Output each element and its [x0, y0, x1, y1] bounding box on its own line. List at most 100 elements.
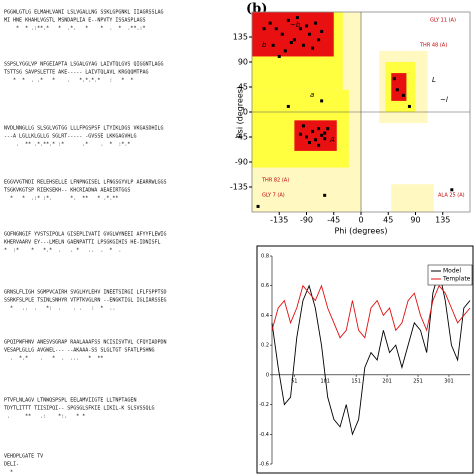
- residue-point: [311, 129, 315, 133]
- alignment-line: DELI-: [4, 462, 19, 468]
- residue-point: [305, 24, 308, 28]
- x-tick-label: 51: [291, 378, 297, 384]
- alignment-line: TSGKVKGTSP RIEKSEKH-- KHCRIADWA AEAEIRTG…: [4, 188, 130, 194]
- alignment-line: PGGWLGTLG ELMAHLVANI LSLVGALLNG SSKLGPGN…: [4, 10, 164, 16]
- alignment-line: *: [4, 470, 13, 474]
- alignment-line: * :* * *.* . . * .. . * .: [4, 248, 121, 254]
- alignment-line: SSRKFSLPLE TSINLSNHYR VTPTKVGLRN --ENGKT…: [4, 298, 167, 304]
- residue-point: [292, 38, 296, 42]
- residue-point: [280, 32, 284, 36]
- alignment-line: TSTTSG SAVPSLETTE AKE----- LAIVTQLAVL KR…: [4, 70, 149, 76]
- residue-point: [392, 77, 396, 81]
- residue-point: [274, 27, 278, 31]
- y-axis-label: Psi (degrees): [236, 86, 245, 138]
- alignment-line: SSPSLYGGLVP NFGEIAPTA LSGALGYAG LAIVTQLG…: [4, 62, 164, 68]
- y-tick-label: 135: [233, 33, 248, 42]
- residue-point: [401, 93, 405, 97]
- y-tick-label: 45: [238, 83, 248, 92]
- x-tick-label: 45: [383, 216, 393, 225]
- residue-point: [323, 137, 327, 141]
- x-tick-label: 0: [358, 216, 363, 225]
- residue-point: [308, 141, 312, 145]
- region-label: ~l: [440, 96, 448, 104]
- residue-point: [317, 38, 321, 42]
- alignment-line: . *.* . * . ... * **: [4, 356, 103, 362]
- x-tick-label: -45: [327, 216, 340, 225]
- residue-point: [314, 21, 318, 25]
- x-axis-label: Phi (degrees): [334, 227, 387, 236]
- residue-point: [317, 127, 321, 131]
- y-tick-label: 0: [266, 372, 269, 378]
- residue-annotation: THR 82 (A): [261, 178, 289, 184]
- residue-point: [320, 133, 324, 137]
- residue-point: [256, 204, 260, 208]
- residue-point: [301, 124, 305, 128]
- legend-label: Model: [443, 268, 461, 275]
- residue-point: [311, 46, 315, 50]
- residue-point: [395, 88, 399, 92]
- region-core: [252, 12, 334, 57]
- y-tick-label: -45: [235, 133, 248, 142]
- y-tick-label: -135: [230, 183, 248, 192]
- alignment-line: MI HNE KHAHLVGSTL MSNDAPLIA E--NPVTY ISS…: [4, 18, 145, 24]
- residue-point: [320, 99, 324, 103]
- alignment-line: TDYTLITTT TIISIPQI-- SPGSGLSFKIE LIKIL-K…: [4, 406, 155, 412]
- x-tick-label: 101: [320, 378, 330, 384]
- alignment-line: * * . .* * . *.*.*.* : * *: [4, 78, 133, 84]
- alignment-line: . ** .*.**.* :* .* . * :*.*: [4, 142, 130, 148]
- residue-point: [289, 41, 293, 45]
- residue-point: [317, 143, 321, 147]
- y-tick-label: 0: [243, 108, 248, 117]
- residue-point: [323, 193, 327, 197]
- residue-point: [286, 104, 290, 108]
- y-tick-label: -90: [235, 158, 248, 167]
- x-tick-label: 151: [351, 378, 361, 384]
- residue-point: [262, 27, 266, 31]
- alignment-line: EGGVVGTNDI RELEHSELLE LFNPNGISEL LFNGSGY…: [4, 180, 167, 186]
- residue-annotation: ALA 25 (A): [438, 193, 465, 199]
- residue-point: [326, 127, 330, 131]
- alignment-line: * * .:**.* * .*. * * . * .**.:*: [4, 26, 145, 32]
- x-tick-label: 90: [410, 216, 420, 225]
- alignment-line: GPQIPWFHNV ANESVSGRAP RAALAAAFSS NCISISV…: [4, 340, 167, 346]
- residue-point: [450, 188, 454, 192]
- residue-point: [295, 16, 299, 20]
- alignment-line: * .. . *: . . . : * ..: [4, 306, 115, 312]
- y-tick-label: 0.4: [261, 313, 269, 319]
- alignment-line: VESAPLGLLG AVGWEL--- --AKAAA-SS SLGLTGT …: [4, 348, 155, 354]
- y-tick-label: -0.2: [259, 402, 269, 408]
- residue-point: [308, 32, 312, 36]
- region-label: a: [310, 91, 314, 99]
- region-generous: [391, 184, 434, 212]
- alignment-line: PTVFLNLAGV LTNWQSPSPL EELAMVIIGTE LLTNPT…: [4, 398, 136, 404]
- residue-point: [298, 27, 302, 31]
- residue-point: [268, 21, 272, 25]
- residue-point: [314, 138, 318, 142]
- residue-annotation: GLY 7 (A): [262, 193, 285, 199]
- alignment-line: GQFNGNGIF YVSTSIPQLA GISEPLIVATI GVGLWYN…: [4, 232, 167, 238]
- y-tick-label: 90: [238, 58, 248, 67]
- x-tick-label: -90: [300, 216, 313, 225]
- y-tick-label: 0.6: [261, 283, 269, 289]
- residue-point: [271, 43, 275, 47]
- y-tick-label: -0.6: [259, 462, 269, 468]
- x-tick-label: 301: [444, 378, 454, 384]
- x-tick-label: 251: [413, 378, 423, 384]
- residue-point: [323, 131, 327, 135]
- x-tick-label: 201: [382, 378, 392, 384]
- x-tick-label: 135: [435, 216, 450, 225]
- residue-annotation: GLY 11 (A): [430, 18, 456, 24]
- alignment-line: VEHDPLGATE TV: [4, 454, 43, 460]
- alignment-line: GRNSLFLIGH SGMPVCAIRH SVGLHYLEHV INEETSI…: [4, 290, 167, 296]
- alignment-line: NVDLNNGLLG SLSGLVGTGG LLLFPGSPSF LTYIKLD…: [4, 126, 164, 132]
- legend-box: [427, 264, 473, 286]
- legend-label: Template: [442, 276, 471, 283]
- alignment-line: * * .:* :*. *. ** * .*.**: [4, 196, 118, 202]
- residue-point: [305, 135, 308, 139]
- y-tick-label: -0.4: [259, 432, 269, 438]
- residue-point: [301, 43, 305, 47]
- residue-point: [407, 104, 411, 108]
- y-tick-label: 0.8: [261, 254, 269, 260]
